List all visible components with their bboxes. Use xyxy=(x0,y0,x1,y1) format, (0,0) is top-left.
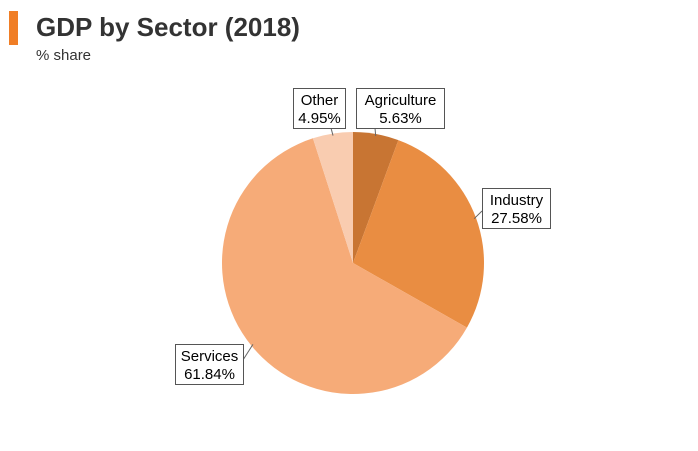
label-value-services: 61.84% xyxy=(184,366,235,383)
label-leader-lines xyxy=(242,127,483,361)
slice-other xyxy=(312,132,353,263)
label-box-industry xyxy=(482,188,551,229)
slice-services xyxy=(221,138,467,395)
label-name-industry: Industry xyxy=(490,192,544,209)
label-box-agriculture xyxy=(356,88,445,129)
slice-industry xyxy=(353,140,484,328)
leader-line-agriculture xyxy=(374,127,377,137)
leader-line-industry xyxy=(473,210,483,220)
title-accent-bar xyxy=(9,11,18,45)
chart-title: GDP by Sector (2018) xyxy=(36,12,300,42)
leader-line-services xyxy=(242,344,254,361)
slice-agriculture xyxy=(353,132,399,263)
label-box-other xyxy=(293,88,346,129)
label-box-services xyxy=(175,344,244,385)
pie-slices xyxy=(221,132,484,395)
label-value-agriculture: 5.63% xyxy=(379,110,422,127)
leader-line-other xyxy=(330,127,334,136)
label-name-other: Other xyxy=(301,92,339,109)
label-value-other: 4.95% xyxy=(298,110,341,127)
label-name-services: Services xyxy=(181,348,239,365)
chart-subtitle: % share xyxy=(36,47,92,64)
label-value-industry: 27.58% xyxy=(491,210,542,227)
label-name-agriculture: Agriculture xyxy=(365,92,437,109)
